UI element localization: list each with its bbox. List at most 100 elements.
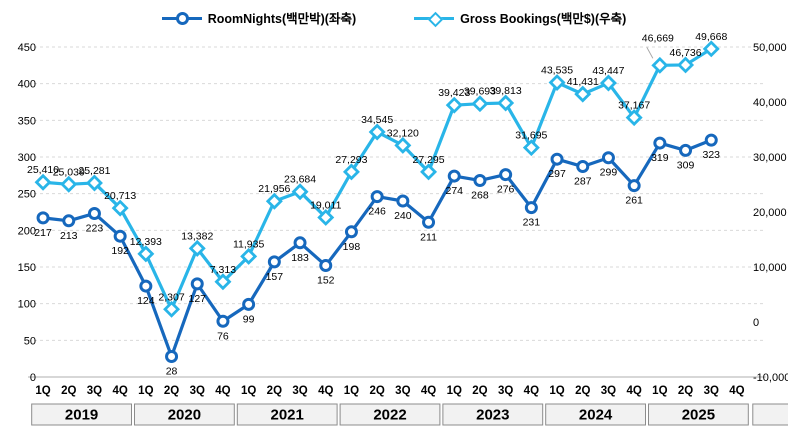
marker-grossbookings bbox=[677, 56, 695, 74]
marker-grossbookings bbox=[394, 136, 412, 154]
label-leader-line bbox=[646, 47, 654, 59]
year-box bbox=[236, 403, 338, 426]
marker-grossbookings bbox=[471, 95, 489, 113]
quarter-label: 3Q bbox=[601, 385, 616, 397]
marker-roomnights bbox=[447, 169, 461, 183]
left-axis-tick-label: 100 bbox=[18, 299, 36, 311]
marker-roomnights bbox=[627, 179, 641, 193]
quarter-label: 3Q bbox=[292, 385, 307, 397]
marker-grossbookings bbox=[111, 199, 129, 217]
data-label: 41,431 bbox=[567, 76, 599, 88]
quarter-label: 2Q bbox=[267, 385, 282, 397]
marker-roomnights bbox=[267, 255, 281, 269]
quarter-label: 2Q bbox=[164, 385, 179, 397]
quarter-label: 4Q bbox=[318, 385, 333, 397]
right-axis-tick-label: 0 bbox=[753, 317, 759, 329]
quarter-label: 4Q bbox=[215, 385, 230, 397]
data-label: 268 bbox=[471, 189, 489, 201]
data-label: 34,545 bbox=[361, 114, 393, 126]
data-label: 319 bbox=[651, 152, 669, 164]
left-axis-tick-label: 150 bbox=[18, 262, 36, 274]
data-label: 46,736 bbox=[669, 47, 701, 59]
data-label: 12,393 bbox=[130, 236, 162, 248]
data-label: 246 bbox=[368, 206, 386, 218]
quarter-label: 1Q bbox=[138, 385, 153, 397]
quarter-label: 1Q bbox=[652, 385, 667, 397]
marker-grossbookings bbox=[240, 247, 258, 265]
marker-grossbookings bbox=[163, 300, 181, 318]
year-label: 2020 bbox=[168, 407, 201, 424]
marker-grossbookings bbox=[702, 40, 720, 58]
data-label: 13,382 bbox=[181, 230, 213, 242]
marker-grossbookings bbox=[317, 208, 335, 226]
marker-roomnights bbox=[653, 136, 667, 150]
legend-label-grossbookings: Gross Bookings(백만$)(우축) bbox=[460, 12, 627, 26]
marker-roomnights bbox=[524, 201, 538, 215]
data-label: 21,956 bbox=[258, 183, 290, 195]
data-label: 11,935 bbox=[233, 238, 264, 250]
year-box bbox=[339, 403, 441, 426]
year-box bbox=[648, 403, 749, 426]
marker-grossbookings bbox=[265, 192, 283, 210]
legend-label-roomnights: RoomNights(백만박)(좌축) bbox=[207, 12, 357, 26]
marker-grossbookings bbox=[420, 163, 438, 181]
quarter-label: 3Q bbox=[395, 385, 410, 397]
marker-roomnights bbox=[139, 279, 153, 293]
data-label: 76 bbox=[217, 330, 229, 342]
quarter-label: 3Q bbox=[704, 385, 719, 397]
left-axis-tick-label: 450 bbox=[18, 42, 36, 54]
quarter-label: 4Q bbox=[112, 385, 127, 397]
data-label: 20,713 bbox=[104, 190, 136, 202]
marker-roomnights bbox=[679, 143, 693, 157]
data-label: 183 bbox=[291, 252, 309, 264]
data-label: 28 bbox=[166, 365, 178, 377]
marker-roomnights bbox=[576, 160, 590, 174]
right-axis-tick-label: 30,000 bbox=[753, 152, 787, 164]
data-label: 323 bbox=[702, 149, 720, 161]
data-label: 297 bbox=[548, 168, 566, 180]
marker-roomnights bbox=[190, 277, 204, 291]
marker-roomnights bbox=[550, 152, 564, 166]
marker-roomnights bbox=[216, 314, 230, 328]
marker-grossbookings bbox=[214, 273, 232, 291]
data-label: 223 bbox=[86, 222, 104, 234]
marker-grossbookings bbox=[445, 96, 463, 114]
legend-item-grossbookings: Gross Bookings(백만$)(우축) bbox=[414, 8, 626, 27]
quarter-label: 4Q bbox=[729, 385, 744, 397]
right-axis-tick-label: -10,000 bbox=[753, 372, 788, 384]
data-label: 46,669 bbox=[642, 32, 674, 44]
data-label: 274 bbox=[445, 185, 463, 197]
chart-legend: RoomNights(백만박)(좌축) Gross Bookings(백만$)(… bbox=[0, 8, 788, 27]
data-label: 287 bbox=[574, 176, 592, 188]
marker-roomnights bbox=[370, 190, 384, 204]
marker-roomnights bbox=[344, 225, 358, 239]
year-box bbox=[545, 403, 647, 426]
data-label: 31,695 bbox=[515, 130, 547, 142]
marker-roomnights bbox=[293, 236, 307, 250]
quarter-label: 4Q bbox=[524, 385, 539, 397]
data-label: 25,410 bbox=[27, 164, 59, 176]
data-label: 27,293 bbox=[335, 154, 367, 166]
marker-grossbookings bbox=[651, 56, 669, 74]
year-label: 2019 bbox=[65, 407, 98, 424]
left-axis-tick-label: 400 bbox=[18, 79, 36, 91]
data-label: 23,684 bbox=[284, 174, 316, 186]
data-label: 19,011 bbox=[310, 199, 341, 211]
right-axis-tick-label: 10,000 bbox=[753, 262, 787, 274]
marker-roomnights bbox=[704, 133, 718, 147]
data-label: 211 bbox=[420, 231, 437, 243]
grossbookings-line-sample bbox=[414, 11, 455, 27]
data-label: 261 bbox=[625, 195, 643, 207]
data-label: 43,447 bbox=[592, 65, 624, 77]
year-label: 2024 bbox=[579, 407, 613, 424]
data-label: 217 bbox=[34, 227, 52, 239]
left-axis-tick-label: 0 bbox=[30, 372, 36, 384]
data-label: 39,813 bbox=[490, 85, 522, 97]
data-label: 124 bbox=[137, 295, 155, 307]
quarter-label: 2Q bbox=[61, 385, 76, 397]
year-box bbox=[134, 403, 235, 426]
data-label: 127 bbox=[188, 293, 206, 305]
right-axis-tick-label: 20,000 bbox=[753, 207, 787, 219]
data-label: 192 bbox=[111, 245, 129, 257]
